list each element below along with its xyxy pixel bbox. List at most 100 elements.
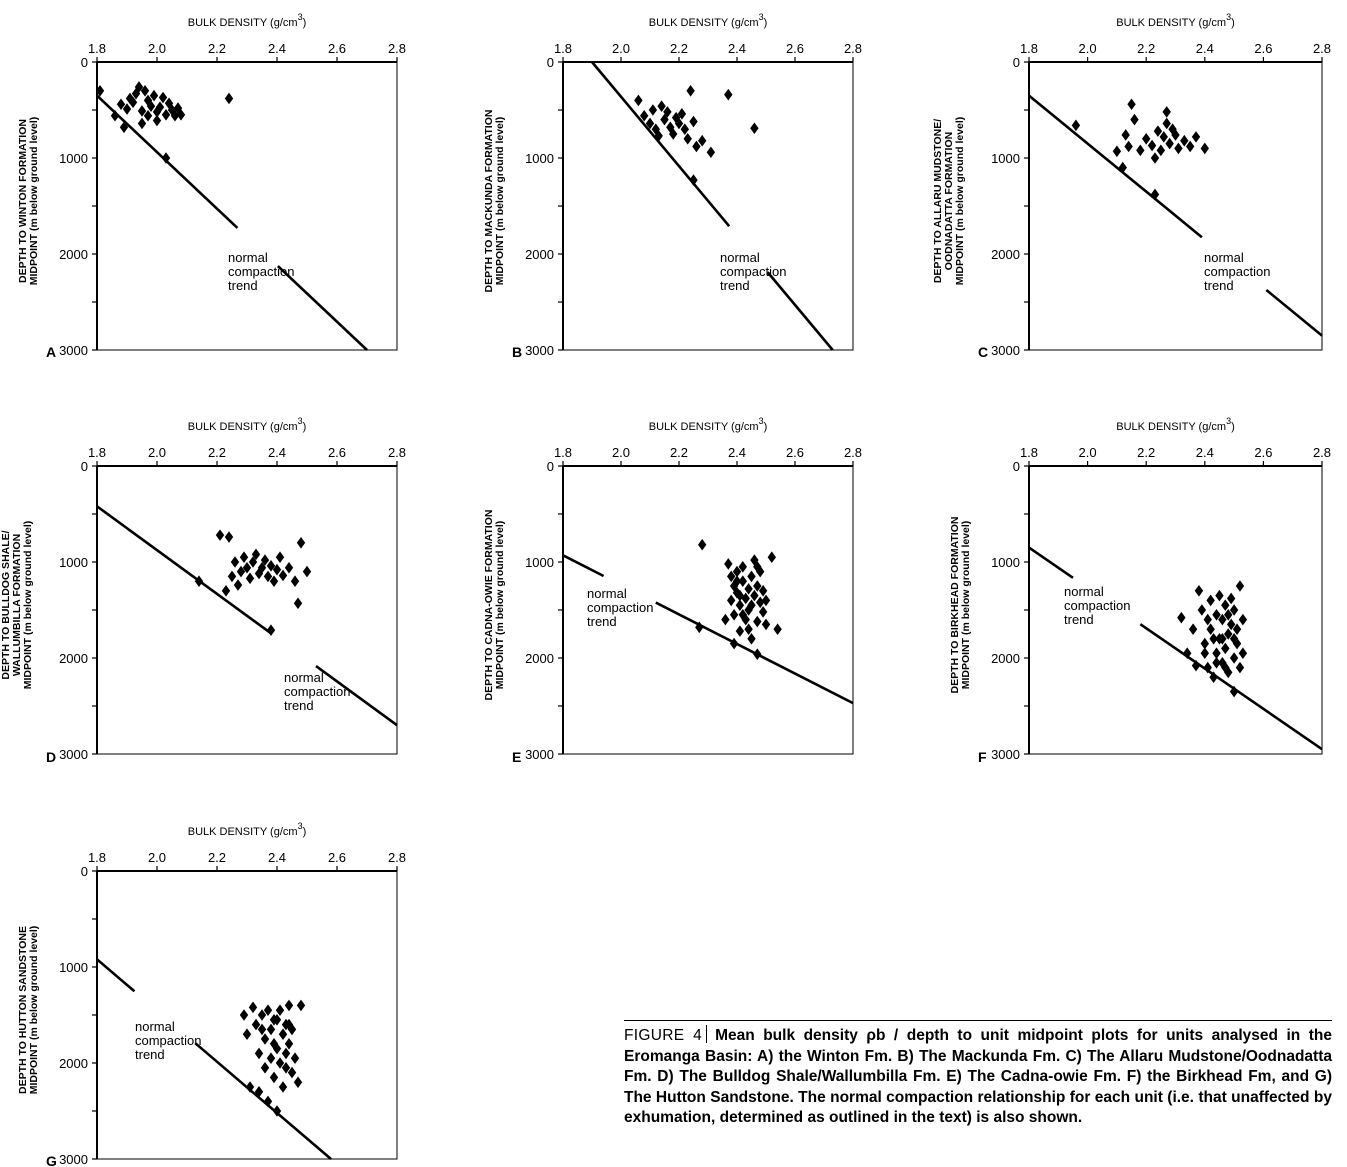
trend-label-line: trend (228, 278, 258, 293)
data-point (741, 592, 750, 605)
panel-label: G (46, 1153, 57, 1167)
y-tick-label: 2000 (59, 1056, 88, 1071)
data-point (1112, 145, 1122, 158)
y-tick-label: 2000 (525, 247, 554, 262)
y-tick-label: 0 (547, 55, 554, 70)
data-point (1185, 140, 1195, 153)
x-axis-title: BULK DENSITY (g/cm3) (1116, 416, 1235, 433)
data-point (1180, 134, 1189, 147)
panel-a: 1.8 2.0 2.2 2.4 2.6 2.8 0 1000 2000 3000 BULK DENS… (17, 12, 406, 360)
data-point (1209, 671, 1218, 683)
data-point (747, 599, 756, 611)
data-point (272, 563, 282, 576)
data-point (155, 101, 165, 113)
y-tick-label: 2000 (59, 247, 88, 262)
data-point (284, 999, 294, 1012)
y-tick-label: 2000 (991, 247, 1020, 262)
data-point (1212, 657, 1221, 669)
x-axis-title-main: BULK DENSITY (g/cm (1116, 421, 1226, 433)
data-point (634, 94, 643, 107)
data-point (1159, 131, 1168, 143)
x-tick-label: 2.8 (844, 445, 862, 460)
data-point (677, 108, 687, 120)
data-point (1215, 589, 1224, 602)
data-point (773, 623, 782, 635)
trend-label-line: compaction (284, 684, 350, 699)
data-point (758, 585, 768, 597)
data-point (1127, 98, 1136, 111)
data-point (287, 1066, 297, 1079)
data-point (1235, 661, 1245, 674)
x-axis-title-end: ) (303, 826, 307, 838)
data-point (1203, 613, 1212, 626)
data-point (1162, 117, 1171, 130)
data-point (698, 134, 707, 147)
caption-label: FIGURE 4 (624, 1027, 703, 1044)
x-axis-title-main: BULK DENSITY (g/cm (649, 421, 759, 433)
y-tick-label: 0 (1013, 55, 1020, 70)
x-tick-label: 2.4 (728, 445, 746, 460)
data-point (767, 551, 776, 563)
trend-label-line: trend (1204, 278, 1234, 293)
x-tick-label: 1.8 (554, 41, 572, 56)
data-point (173, 102, 183, 114)
normal-compaction-trend-line (277, 265, 368, 351)
data-point (251, 548, 261, 561)
normal-compaction-trend-line (1265, 288, 1323, 337)
x-axis-title-main: BULK DENSITY (g/cm (1116, 17, 1226, 29)
data-point (657, 100, 666, 112)
data-point (137, 105, 147, 117)
data-point (158, 91, 168, 104)
data-point (654, 130, 663, 142)
data-point (284, 1038, 294, 1050)
data-point (1191, 131, 1201, 143)
trend-label-line: trend (1064, 612, 1094, 627)
data-point (1197, 604, 1207, 616)
caption-text: Mean bulk density ρb / depth to unit mid… (624, 1027, 1332, 1126)
data-point (167, 104, 177, 116)
x-axis-title: BULK DENSITY (g/cm3) (1116, 12, 1235, 29)
trend-label-line: compaction (1064, 598, 1130, 613)
x-tick-label: 1.8 (88, 41, 106, 56)
data-point (230, 556, 240, 568)
x-tick-label: 1.8 (88, 850, 106, 865)
y-tick-label: 1000 (59, 555, 88, 570)
data-point (1130, 113, 1139, 126)
y-axis-title-line: WALLUMBILLA FORMATION (11, 534, 23, 676)
data-point (1177, 611, 1186, 624)
trend-label-line: compaction (720, 264, 786, 279)
data-point (1206, 594, 1215, 607)
data-point (1071, 119, 1081, 132)
x-tick-label: 2.8 (844, 41, 862, 56)
trend-label-line: trend (587, 614, 617, 629)
x-tick-label: 1.8 (1020, 445, 1038, 460)
data-point (1235, 580, 1245, 592)
data-point (263, 570, 273, 583)
x-tick-label: 2.0 (612, 41, 630, 56)
data-point (1209, 633, 1218, 645)
data-point (1168, 123, 1177, 135)
data-point (266, 560, 276, 572)
data-point (1200, 142, 1209, 155)
trend-label-line: normal (720, 250, 760, 265)
data-point (1238, 613, 1248, 626)
data-point (236, 565, 246, 578)
y-axis-title-line: OODNADATTA FORMATION (943, 132, 955, 270)
data-point (128, 96, 138, 109)
x-tick-label: 2.4 (728, 41, 746, 56)
data-point (221, 585, 231, 597)
data-point (721, 613, 730, 626)
data-point (729, 609, 739, 621)
data-point (284, 561, 294, 574)
data-point (1174, 142, 1183, 155)
data-point (689, 174, 698, 186)
y-tick-label: 1000 (991, 555, 1020, 570)
data-point (260, 1062, 270, 1074)
data-point (161, 152, 171, 164)
y-axis-title-line: MIDPOINT (m below ground level) (960, 521, 972, 690)
plot-frame (96, 465, 398, 755)
data-point (692, 140, 701, 153)
data-point (729, 637, 739, 650)
data-point (1221, 661, 1230, 674)
trend-label-line: normal (1204, 250, 1244, 265)
